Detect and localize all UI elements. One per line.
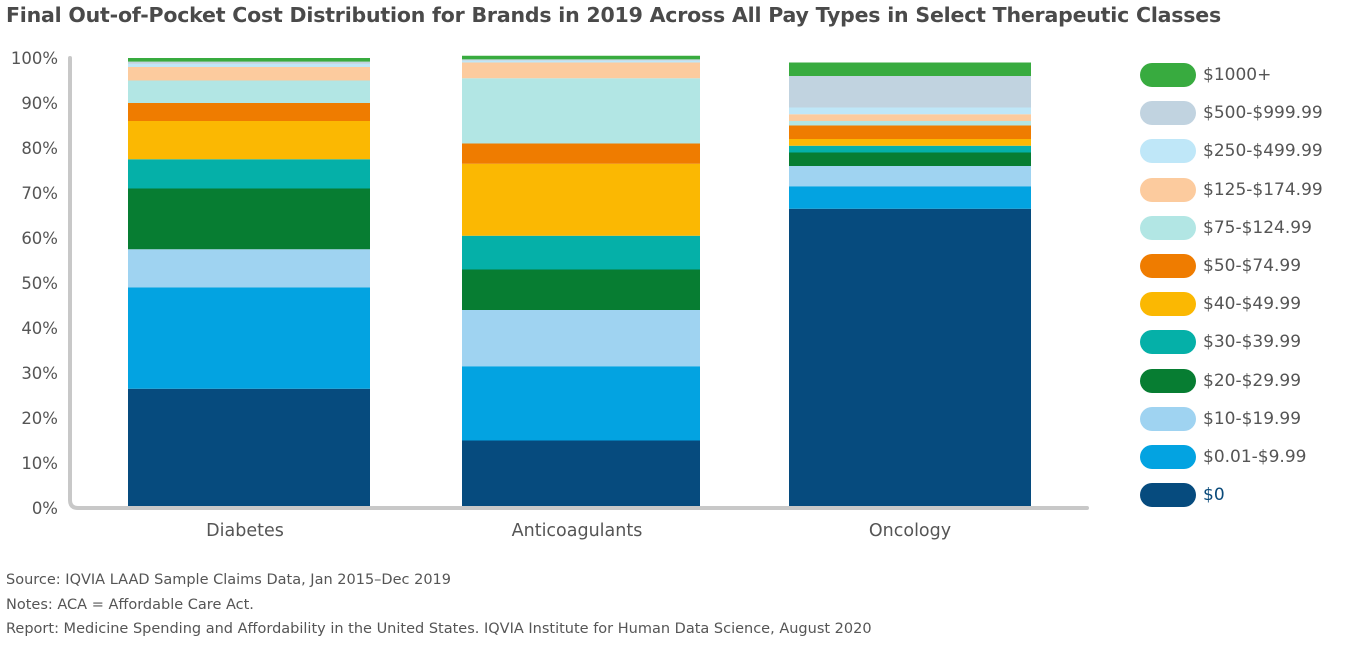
legend-item: $50-$74.99 — [1140, 247, 1323, 285]
y-tick-label: 20% — [21, 409, 58, 428]
legend-swatch — [1140, 139, 1196, 164]
y-tick-label: 70% — [21, 184, 58, 203]
bar-segment — [462, 366, 700, 441]
legend-label: $75-$124.99 — [1203, 217, 1312, 238]
legend-swatch — [1140, 368, 1196, 393]
legend-label: $10-$19.99 — [1203, 408, 1302, 429]
legend: $1000+ $500-$999.99 $250-$499.99 $125-$1… — [1140, 56, 1323, 514]
y-tick-label: 100% — [11, 49, 58, 68]
bar-segment — [128, 287, 370, 389]
legend-label: $50-$74.99 — [1203, 256, 1302, 277]
bar-segment — [789, 166, 1031, 187]
legend-swatch — [1140, 483, 1196, 508]
bar-segment — [789, 114, 1031, 121]
bar-segment — [789, 62, 1031, 76]
legend-label: $1000+ — [1203, 65, 1272, 86]
bar-segment — [128, 103, 370, 121]
bar-segment — [462, 78, 700, 144]
legend-swatch — [1140, 63, 1196, 88]
legend-label: $20-$29.99 — [1203, 370, 1302, 391]
legend-swatch — [1140, 444, 1196, 469]
notes-note: Notes: ACA = Affordable Care Act. — [6, 596, 254, 613]
y-tick-label: 60% — [21, 229, 58, 248]
bar-segment — [462, 163, 700, 236]
y-tick-label: 10% — [21, 454, 58, 473]
y-tick-label: 50% — [21, 274, 58, 293]
legend-swatch — [1140, 292, 1196, 317]
legend-item: $40-$49.99 — [1140, 285, 1323, 323]
bar-segment — [789, 139, 1031, 146]
bar-segment — [128, 80, 370, 103]
legend-item: $30-$39.99 — [1140, 323, 1323, 361]
bar-segment — [128, 63, 370, 67]
bar-segment — [462, 143, 700, 164]
bar-segment — [789, 145, 1031, 153]
bar-segment — [128, 249, 370, 288]
bar-segment — [462, 55, 700, 60]
legend-swatch — [1140, 177, 1196, 202]
bar-segment — [128, 121, 370, 160]
legend-swatch — [1140, 215, 1196, 240]
report-note: Report: Medicine Spending and Affordabil… — [6, 621, 872, 637]
legend-label: $125-$174.99 — [1203, 179, 1323, 200]
legend-item: $10-$19.99 — [1140, 400, 1323, 438]
bar-segment — [789, 107, 1031, 115]
bar-segment — [462, 310, 700, 367]
bar-segment — [462, 269, 700, 310]
legend-label: $30-$39.99 — [1203, 332, 1302, 353]
bar-segment — [789, 186, 1031, 209]
legend-item: $250-$499.99 — [1140, 132, 1323, 170]
y-tick-label: 80% — [21, 139, 58, 158]
legend-swatch — [1140, 101, 1196, 126]
chart-title: Final Out-of-Pocket Cost Distribution fo… — [6, 3, 1222, 27]
bar-segment — [128, 67, 370, 81]
bar-segment — [462, 60, 700, 63]
bar-segment — [128, 188, 370, 250]
bar-segment — [462, 59, 700, 61]
x-tick-label: Anticoagulants — [512, 521, 643, 541]
chart-axis — [68, 56, 1089, 510]
legend-item: $0.01-$9.99 — [1140, 438, 1323, 476]
bar-segment — [789, 152, 1031, 166]
y-tick-label: 40% — [21, 319, 58, 338]
legend-label: $40-$49.99 — [1203, 294, 1302, 315]
y-tick-label: 30% — [21, 364, 58, 383]
bar-segment — [789, 121, 1031, 126]
legend-label: $500-$999.99 — [1203, 103, 1323, 124]
legend-item: $125-$174.99 — [1140, 171, 1323, 209]
legend-label: $0.01-$9.99 — [1203, 446, 1307, 467]
legend-swatch — [1140, 330, 1196, 355]
legend-label: $250-$499.99 — [1203, 141, 1323, 162]
x-tick-label: Oncology — [869, 521, 951, 541]
bar-segment — [128, 159, 370, 189]
legend-item: $500-$999.99 — [1140, 94, 1323, 132]
bar-segment — [789, 125, 1031, 139]
bar-segment — [462, 440, 700, 508]
y-tick-label: 90% — [21, 94, 58, 113]
legend-swatch — [1140, 254, 1196, 279]
source-note: Source: IQVIA LAAD Sample Claims Data, J… — [6, 572, 451, 588]
legend-swatch — [1140, 406, 1196, 431]
bar-segment — [789, 208, 1031, 508]
legend-item: $1000+ — [1140, 56, 1323, 94]
legend-item: $20-$29.99 — [1140, 362, 1323, 400]
x-tick-label: Diabetes — [206, 521, 284, 541]
bar-segment — [462, 235, 700, 270]
bar-segment — [462, 62, 700, 79]
bar-segment — [128, 388, 370, 508]
legend-item: $75-$124.99 — [1140, 209, 1323, 247]
bar-segment — [789, 76, 1031, 108]
bar-segment — [128, 58, 370, 62]
y-tick-label: 0% — [32, 499, 58, 518]
footer-notes: Source: IQVIA LAAD Sample Claims Data, J… — [6, 568, 872, 642]
bar-segment — [128, 61, 370, 64]
legend-label: $0 — [1203, 485, 1225, 506]
legend-item: $0 — [1140, 476, 1323, 514]
